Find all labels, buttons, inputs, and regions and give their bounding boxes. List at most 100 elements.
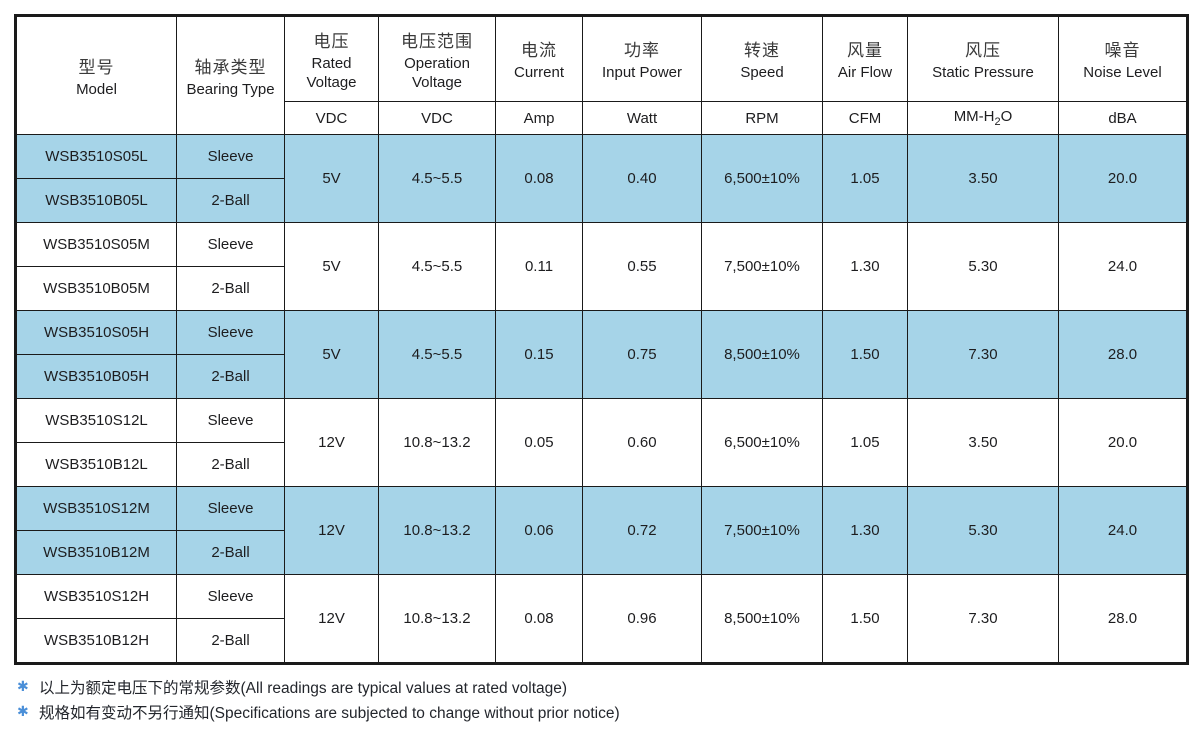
spec-row: WSB3510B05H 2-Ball	[15, 354, 1188, 399]
header-noise-level: 噪音 Noise Level	[1058, 15, 1188, 102]
operation-voltage-cell: 4.5~5.5	[378, 222, 496, 311]
header-speed-en: Speed	[740, 64, 784, 81]
air-flow-cell: 1.05	[822, 398, 908, 487]
header-air-flow-zh: 风量	[847, 41, 883, 60]
unit-current: Amp	[495, 101, 583, 135]
header-bearing-type: 轴承类型 Bearing Type	[176, 15, 285, 135]
rated-voltage-cell: 5V	[284, 134, 379, 223]
model-cell: WSB3510B05M	[15, 266, 177, 311]
model-cell: WSB3510B12H	[15, 618, 177, 664]
header-static-pressure-en: Static Pressure	[932, 64, 1034, 81]
header-operation-voltage-zh: 电压范围	[401, 31, 473, 51]
spec-sheet: 型号 Model 轴承类型 Bearing Type 电压 Rated Volt…	[14, 14, 1189, 665]
model-cell: WSB3510S05H	[15, 310, 177, 355]
units-row: VDC VDC Amp Watt RPM CFM MM-H2O dBA	[16, 101, 1188, 135]
spec-row: WSB3510S12M Sleeve 12V 10.8~13.2 0.06 0.…	[15, 486, 1188, 575]
header-row: 型号 Model 轴承类型 Bearing Type 电压 Rated Volt…	[15, 15, 1188, 135]
unit-static-pressure: MM-H2O	[907, 101, 1059, 135]
model-cell: WSB3510B12M	[15, 530, 177, 575]
header-noise-zh: 噪音	[1104, 41, 1141, 60]
input-power-cell: 0.75	[582, 310, 702, 399]
air-flow-cell: 1.50	[822, 574, 908, 664]
input-power-cell: 0.72	[582, 486, 702, 575]
footnote-specs-change: ✱ 规格如有变动不另行通知(Specifications are subject…	[17, 699, 620, 724]
model-cell: WSB3510B05H	[15, 354, 177, 399]
asterisk-icon: ✱	[17, 703, 29, 719]
model-cell: WSB3510B12L	[15, 442, 177, 487]
speed-cell: 6,500±10%	[701, 134, 823, 223]
spec-row: WSB3510S05M Sleeve 5V 4.5~5.5 0.11 0.55 …	[15, 222, 1188, 311]
rated-voltage-cell: 5V	[284, 310, 379, 399]
noise-cell: 28.0	[1058, 310, 1188, 399]
header-air-flow-en: Air Flow	[837, 64, 893, 81]
footnote-text: 以上为额定电压下的常规参数(All readings are typical v…	[39, 679, 568, 697]
header-current-en: Current	[513, 64, 565, 81]
noise-cell: 24.0	[1058, 486, 1188, 575]
table-body: WSB3510S05L Sleeve 5V 4.5~5.5 0.08 0.40 …	[15, 134, 1188, 664]
header-model-zh: 型号	[78, 57, 115, 77]
header-current-zh: 电流	[521, 41, 557, 60]
model-cell: WSB3510S12L	[15, 398, 177, 443]
operation-voltage-cell: 10.8~13.2	[378, 574, 496, 664]
current-cell: 0.08	[495, 574, 583, 664]
bearing-cell: 2-Ball	[176, 266, 285, 311]
header-rated-voltage-en: Rated Voltage	[306, 54, 357, 91]
header-rated-voltage: 电压 Rated Voltage	[284, 15, 379, 102]
header-static-pressure-zh: 风压	[965, 41, 1001, 60]
header-model-en: Model	[76, 80, 117, 98]
bearing-cell: Sleeve	[176, 574, 285, 619]
header-input-power-zh: 功率	[624, 41, 660, 60]
unit-input-power: Watt	[582, 101, 702, 135]
table-header: 型号 Model 轴承类型 Bearing Type 电压 Rated Volt…	[15, 15, 1188, 135]
unit-operation-voltage: VDC	[378, 101, 496, 135]
current-cell: 0.15	[495, 310, 583, 399]
header-rated-voltage-zh: 电压	[313, 31, 350, 51]
current-cell: 0.08	[495, 134, 583, 223]
air-flow-cell: 1.05	[822, 134, 908, 223]
header-bearing-en: Bearing Type	[186, 80, 275, 98]
operation-voltage-cell: 4.5~5.5	[378, 310, 496, 399]
current-cell: 0.11	[495, 222, 583, 311]
spec-row: WSB3510B12H 2-Ball	[15, 618, 1188, 664]
header-speed: 转速 Speed	[701, 15, 823, 102]
spec-row: WSB3510S12H Sleeve 12V 10.8~13.2 0.08 0.…	[15, 574, 1188, 664]
spec-table: 型号 Model 轴承类型 Bearing Type 电压 Rated Volt…	[14, 14, 1189, 665]
model-cell: WSB3510S12M	[15, 486, 177, 531]
current-cell: 0.05	[495, 398, 583, 487]
operation-voltage-cell: 10.8~13.2	[378, 486, 496, 575]
bearing-cell: Sleeve	[176, 134, 285, 179]
static-pressure-cell: 7.30	[907, 310, 1059, 399]
operation-voltage-cell: 4.5~5.5	[378, 134, 496, 223]
spec-row: WSB3510B05L 2-Ball	[15, 178, 1188, 223]
bearing-cell: 2-Ball	[176, 442, 285, 487]
speed-cell: 6,500±10%	[701, 398, 823, 487]
unit-noise: dBA	[1058, 101, 1188, 135]
unit-rated-voltage: VDC	[284, 101, 379, 135]
unit-air-flow: CFM	[822, 101, 908, 135]
input-power-cell: 0.60	[582, 398, 702, 487]
input-power-cell: 0.55	[582, 222, 702, 311]
spec-row: WSB3510S05L Sleeve 5V 4.5~5.5 0.08 0.40 …	[15, 134, 1188, 223]
speed-cell: 7,500±10%	[701, 486, 823, 575]
speed-cell: 7,500±10%	[701, 222, 823, 311]
asterisk-icon: ✱	[17, 678, 29, 694]
model-cell: WSB3510S05M	[15, 222, 177, 267]
bearing-cell: 2-Ball	[176, 178, 285, 223]
header-static-pressure: 风压 Static Pressure	[907, 15, 1059, 102]
rated-voltage-cell: 12V	[284, 574, 379, 664]
rated-voltage-cell: 5V	[284, 222, 379, 311]
bearing-cell: Sleeve	[176, 222, 285, 267]
bearing-cell: 2-Ball	[176, 618, 285, 664]
header-air-flow: 风量 Air Flow	[822, 15, 908, 102]
static-pressure-cell: 3.50	[907, 398, 1059, 487]
current-cell: 0.06	[495, 486, 583, 575]
footnotes: ✱ 以上为额定电压下的常规参数(All readings are typical…	[17, 674, 620, 724]
header-bearing-zh: 轴承类型	[194, 57, 267, 77]
unit-speed: RPM	[701, 101, 823, 135]
header-input-power: 功率 Input Power	[582, 15, 702, 102]
spec-row: WSB3510B12L 2-Ball	[15, 442, 1188, 487]
static-pressure-cell: 7.30	[907, 574, 1059, 664]
speed-cell: 8,500±10%	[701, 574, 823, 664]
rated-voltage-cell: 12V	[284, 486, 379, 575]
bearing-cell: 2-Ball	[176, 354, 285, 399]
